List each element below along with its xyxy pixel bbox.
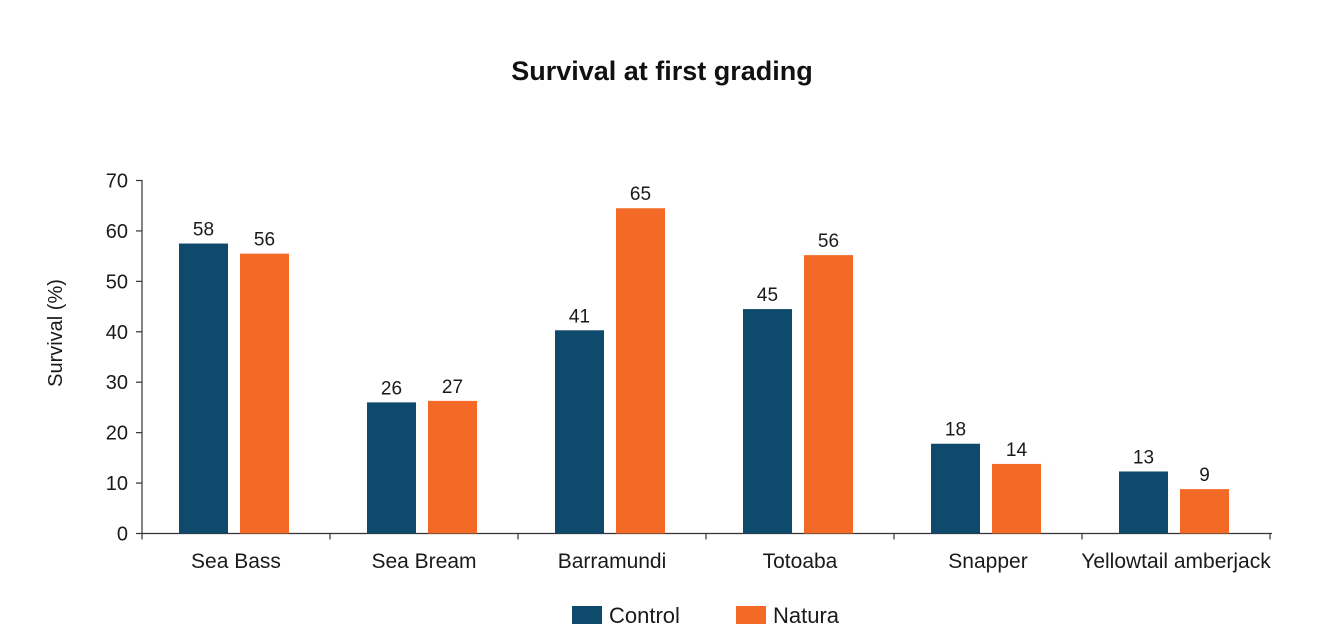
category-label: Barramundi [558,550,667,573]
chart-title: Survival at first grading [511,56,813,86]
y-tick-label: 40 [106,322,128,344]
bar-natura-totoaba [804,255,853,534]
bar-control-totoaba [743,309,792,534]
category-label: Snapper [948,550,1027,573]
data-label: 14 [1006,440,1028,461]
data-label: 45 [757,285,778,306]
data-label: 13 [1133,447,1154,468]
category-label: Totoaba [763,550,838,573]
category-label: Sea Bream [371,550,476,573]
category-label: Yellowtail amberjack [1081,550,1271,573]
data-label: 65 [630,184,651,205]
legend-swatch-natura [736,606,766,624]
data-label: 9 [1199,465,1210,486]
y-tick-label: 10 [106,473,128,495]
y-tick-label: 30 [106,372,128,394]
legend-label: Natura [773,603,840,628]
bar-natura-yellowtail-amberjack [1180,489,1229,534]
data-label: 56 [818,231,839,252]
bar-natura-barramundi [616,208,665,534]
y-axis-title: Survival (%) [45,279,67,387]
bar-control-snapper [931,443,980,534]
data-label: 41 [569,306,590,327]
bar-natura-sea-bream [428,400,477,534]
bar-control-sea-bream [367,402,416,534]
data-label: 56 [254,230,275,251]
bar-control-yellowtail-amberjack [1119,471,1168,534]
category-label: Sea Bass [191,550,281,573]
data-label: 26 [381,378,402,399]
data-label: 58 [193,220,214,241]
legend-swatch-control [572,606,602,624]
bar-natura-sea-bass [240,253,289,534]
y-tick-label: 20 [106,423,128,445]
y-tick-label: 0 [117,524,128,546]
bar-control-sea-bass [179,243,228,534]
bar-control-barramundi [555,330,604,534]
data-label: 18 [945,420,966,441]
data-label: 27 [442,377,463,398]
y-tick-label: 60 [106,221,128,243]
legend-label: Control [609,603,680,628]
plot-area: 0 10 20 30 40 50 60 70 58 56 Sea Bass 26 27 Sea Bream… [106,171,1272,573]
legend: Control Natura [572,603,840,628]
y-tick-label: 70 [106,171,128,193]
bar-natura-snapper [992,463,1041,534]
y-tick-label: 50 [106,271,128,293]
